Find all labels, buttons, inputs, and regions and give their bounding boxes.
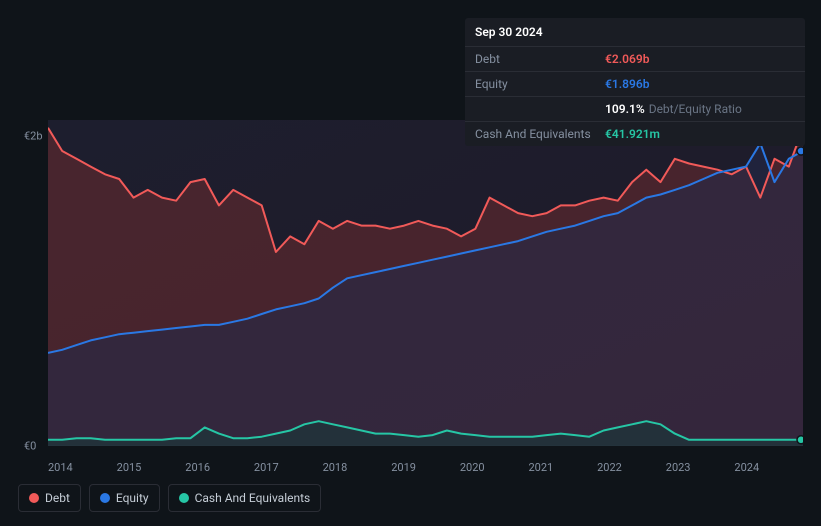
- legend-label: Cash And Equivalents: [195, 491, 311, 505]
- x-tick: 2023: [666, 461, 735, 474]
- series-end-marker: [797, 436, 803, 444]
- legend-label: Equity: [116, 491, 149, 505]
- x-tick: 2015: [117, 461, 186, 474]
- x-tick: 2019: [391, 461, 460, 474]
- x-axis: 2014201520162017201820192020202120222023…: [48, 461, 803, 474]
- x-tick: 2020: [460, 461, 529, 474]
- tooltip-row-suffix: Debt/Equity Ratio: [649, 102, 742, 116]
- legend-swatch: [29, 493, 39, 503]
- tooltip-row-value: €1.896b: [605, 77, 649, 91]
- tooltip-row-value: 109.1%: [605, 102, 645, 116]
- chart-tooltip: Sep 30 2024 Debt€2.069bEquity€1.896b109.…: [465, 18, 805, 146]
- x-tick: 2022: [597, 461, 666, 474]
- legend-swatch: [100, 493, 110, 503]
- x-tick: 2024: [734, 461, 803, 474]
- x-tick: 2021: [528, 461, 597, 474]
- y-tick: €2b: [24, 129, 43, 142]
- legend-item-equity[interactable]: Equity: [89, 484, 160, 512]
- x-tick: 2016: [185, 461, 254, 474]
- tooltip-row: Equity€1.896b: [465, 72, 805, 97]
- tooltip-row-label: [475, 102, 605, 116]
- legend-swatch: [179, 493, 189, 503]
- tooltip-row-label: Cash And Equivalents: [475, 127, 605, 141]
- x-tick: 2018: [323, 461, 392, 474]
- x-tick: 2017: [254, 461, 323, 474]
- tooltip-date: Sep 30 2024: [465, 18, 805, 47]
- legend-item-debt[interactable]: Debt: [18, 484, 81, 512]
- tooltip-row: Debt€2.069b: [465, 47, 805, 72]
- tooltip-row-label: Equity: [475, 77, 605, 91]
- tooltip-row-label: Debt: [475, 52, 605, 66]
- y-tick: €0: [24, 440, 36, 453]
- x-tick: 2014: [48, 461, 117, 474]
- legend-item-cash-and-equivalents[interactable]: Cash And Equivalents: [168, 484, 322, 512]
- tooltip-row-value: €41.921m: [605, 127, 660, 141]
- tooltip-row-value: €2.069b: [605, 52, 649, 66]
- legend: Debt Equity Cash And Equivalents: [18, 484, 321, 512]
- chart-area: €0€2b: [18, 120, 803, 446]
- tooltip-row: Cash And Equivalents€41.921m: [465, 122, 805, 146]
- chart-plot: [48, 120, 803, 446]
- legend-label: Debt: [45, 491, 70, 505]
- series-end-marker: [797, 147, 803, 155]
- tooltip-row: 109.1% Debt/Equity Ratio: [465, 97, 805, 122]
